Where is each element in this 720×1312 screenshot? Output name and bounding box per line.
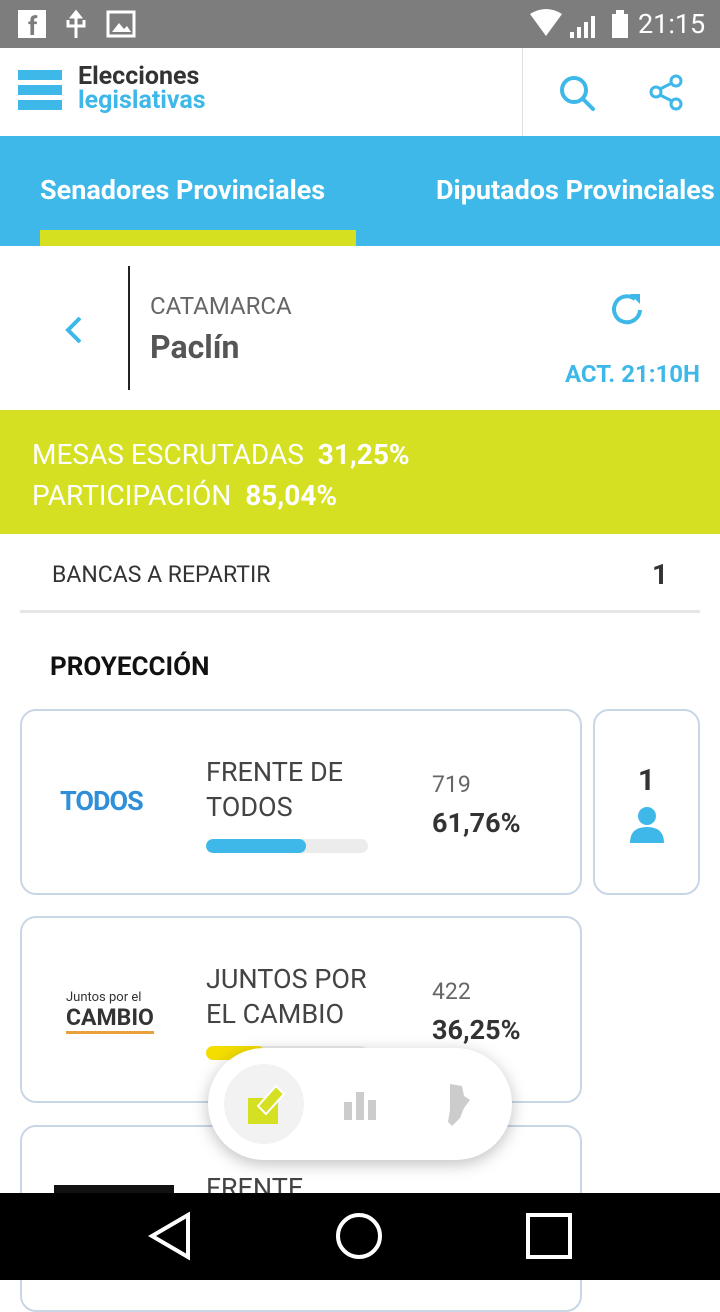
logo-line1: Elecciones [78, 62, 200, 91]
district: Paclín [150, 328, 240, 366]
share-button[interactable] [648, 74, 688, 114]
vote-icon [248, 1084, 286, 1124]
party-votes: 422 [432, 978, 471, 1005]
party-logo: CAMBIO [66, 1004, 154, 1034]
section-title: PROYECCIÓN [50, 652, 210, 682]
tab-indicator [40, 230, 356, 246]
refresh-button[interactable] [608, 290, 648, 330]
logo-mark [18, 70, 62, 110]
logo-line2: legislativas [78, 86, 206, 115]
status-icons: f [18, 9, 136, 40]
party-logo: TODOS [60, 785, 144, 817]
menu-button-active[interactable] [224, 1064, 304, 1144]
party-percent: 36,25% [432, 1014, 521, 1046]
floating-menu [208, 1048, 512, 1160]
party-votes: 719 [432, 771, 471, 798]
tab[interactable]: Senadores Provinciales [40, 174, 326, 206]
stat-value: 85,04% [245, 479, 338, 512]
updated-time: ACT. 21:10H [565, 360, 700, 388]
divider [522, 48, 523, 136]
back-button[interactable] [60, 312, 90, 348]
status-right-icons [530, 9, 628, 38]
party-percent: 61,76% [432, 807, 521, 839]
province: CATAMARCA [150, 292, 292, 320]
seat-icon [630, 807, 664, 843]
nav-bar [0, 1193, 720, 1280]
stat-value: 31,25% [317, 438, 410, 471]
tab-bar: Senadores Provinciales Diputados Provinc… [0, 136, 720, 246]
stat: MESAS ESCRUTADAS 31,25% [32, 438, 410, 471]
tab[interactable]: Diputados Provinciales [436, 174, 715, 206]
home-nav[interactable] [334, 1211, 384, 1261]
seats-label: BANCAS A REPARTIR [52, 561, 271, 588]
bar-track [206, 839, 368, 853]
app-header: Elecciones legislativas [0, 48, 720, 136]
party-card[interactable]: TODOS FRENTE DE TODOS 719 61,76% [20, 709, 582, 895]
recent-nav[interactable] [524, 1211, 574, 1261]
chart-button[interactable] [342, 1088, 378, 1122]
stat-label: MESAS ESCRUTADAS [32, 438, 304, 471]
status-bar: f 21:15 [0, 0, 720, 48]
party-seats: 1 [637, 763, 656, 798]
divider [20, 610, 700, 613]
party-logo-top: Juntos por el [66, 990, 142, 1005]
seats-card: 1 [593, 709, 700, 895]
stat-label: PARTICIPACIÓN [32, 479, 232, 512]
party-name: JUNTOS POR EL CAMBIO [206, 963, 367, 1030]
map-button[interactable] [442, 1082, 472, 1128]
clock: 21:15 [638, 8, 706, 40]
vote-bar [206, 839, 307, 853]
stat: PARTICIPACIÓN 85,04% [32, 479, 337, 512]
seats-value: 1 [652, 558, 669, 591]
stats-band: MESAS ESCRUTADAS 31,25% PARTICIPACIÓN 85… [0, 410, 720, 534]
divider [128, 266, 130, 390]
back-nav[interactable] [146, 1211, 194, 1261]
party-name: FRENTE DE TODOS [206, 756, 344, 823]
search-button[interactable] [558, 74, 598, 114]
svg-text:f: f [28, 12, 38, 40]
